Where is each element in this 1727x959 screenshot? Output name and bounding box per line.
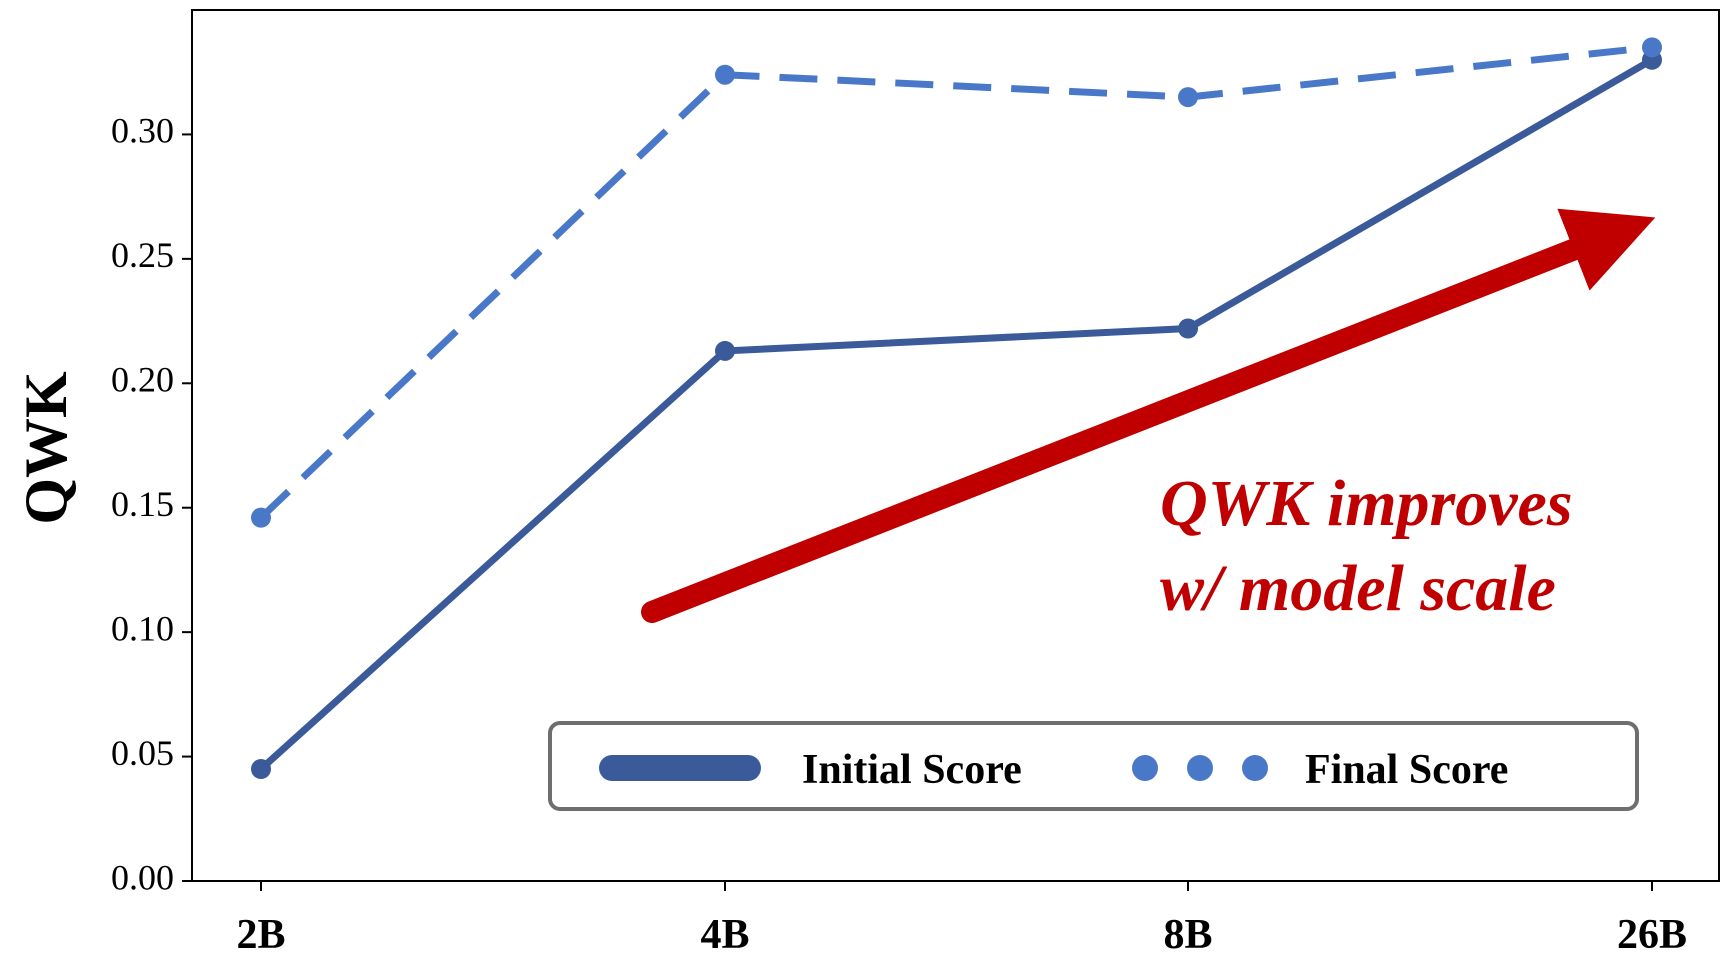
annotation-line-2: w/ model scale [1160, 552, 1556, 625]
data-point-final-score-4b [715, 64, 735, 85]
data-point-initial-score-8b [1178, 318, 1198, 339]
x-axis: 2B 4B 8B 26B [236, 881, 1687, 958]
y-tick-label: 0.20 [111, 360, 174, 400]
x-tick-label: 4B [700, 912, 749, 958]
plot-area-frame [191, 9, 1720, 882]
legend: Initial Score Final Score [548, 721, 1639, 811]
data-point-final-score-2b [251, 507, 271, 528]
legend-swatch-final-score-dot-3 [1242, 755, 1268, 781]
y-tick-label: 0.05 [111, 733, 174, 773]
series-line-final-score [258, 43, 1653, 521]
y-axis: 0.00 0.05 0.10 0.15 0.20 0.25 0.30 [111, 111, 192, 897]
series-layer [251, 37, 1662, 780]
data-point-final-score-8b [1178, 87, 1198, 108]
x-tick-label: 26B [1617, 912, 1687, 958]
trend-arrow [641, 208, 1656, 623]
y-tick-label: 0.00 [111, 857, 174, 897]
legend-label-initial-score: Initial Score [802, 747, 1022, 793]
annotation-line-1: QWK improves [1160, 467, 1573, 540]
x-tick-label: 8B [1163, 912, 1212, 958]
legend-box [548, 721, 1639, 811]
data-point-final-score-26b [1642, 37, 1662, 58]
legend-swatch-final-score-dot-1 [1132, 755, 1158, 781]
y-tick-label: 0.10 [111, 608, 174, 648]
data-point-initial-score-2b [251, 759, 271, 780]
y-tick-label: 0.25 [111, 235, 174, 275]
series-line-initial-score [258, 56, 1654, 772]
legend-swatch-final-score-dot-2 [1187, 755, 1213, 781]
x-tick-label: 2B [236, 912, 285, 958]
y-axis-label: QWK [13, 371, 79, 525]
legend-label-final-score: Final Score [1305, 747, 1508, 793]
y-tick-label: 0.15 [111, 484, 174, 524]
data-point-initial-score-4b [715, 340, 735, 361]
y-tick-label: 0.30 [111, 111, 174, 151]
